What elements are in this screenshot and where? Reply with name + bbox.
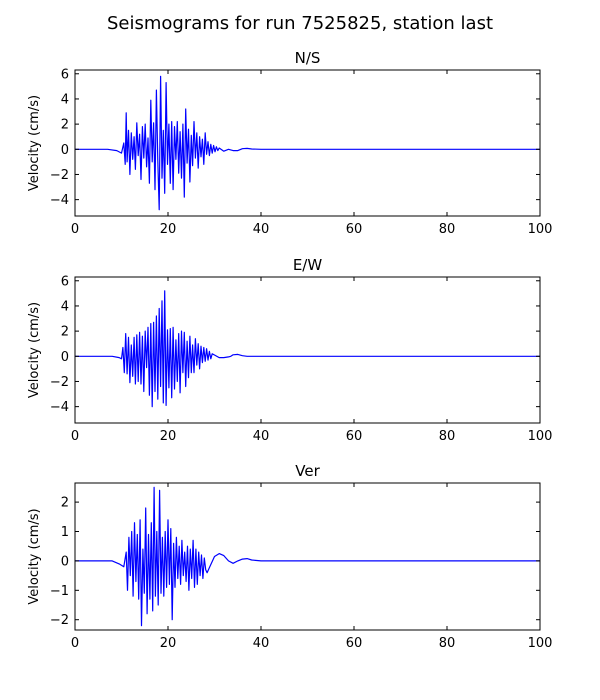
- x-tick-label: 100: [528, 636, 553, 651]
- y-axis-label: Velocity (cm/s): [27, 95, 42, 191]
- x-tick-label: 100: [528, 429, 553, 444]
- y-tick-label: 1: [61, 525, 69, 540]
- x-tick-label: 80: [439, 429, 456, 444]
- x-tick-label: 0: [71, 429, 79, 444]
- y-tick-label: −2: [50, 168, 69, 183]
- y-tick-label: −1: [50, 584, 69, 599]
- x-tick-label: 20: [160, 429, 177, 444]
- x-tick-label: 60: [346, 636, 363, 651]
- x-tick-label: 100: [528, 222, 553, 237]
- x-tick-label: 80: [439, 636, 456, 651]
- x-tick-label: 20: [160, 636, 177, 651]
- panel-2: Ver 0 20 40 60 80 100 −2 −1 0 1 2 Velocity (cm/s): [27, 462, 552, 651]
- panel-0: N/S 0 20 40 60 80 100 −4 −2 0 2 4 6 Velocity (cm/s): [27, 49, 552, 237]
- series-line: [75, 75, 540, 211]
- x-tick-label: 0: [71, 222, 79, 237]
- panel-title: Ver: [295, 462, 320, 480]
- x-tick-label: 40: [253, 429, 270, 444]
- x-tick-label: 40: [253, 222, 270, 237]
- y-tick-label: 2: [61, 325, 69, 340]
- y-tick-label: 4: [61, 299, 69, 314]
- panel-1: E/W 0 20 40 60 80 100 −4 −2 0 2 4 6 Velocity (cm/s): [27, 256, 552, 444]
- y-tick-label: 2: [61, 496, 69, 511]
- x-tick-label: 60: [346, 222, 363, 237]
- y-axis-label: Velocity (cm/s): [27, 302, 42, 398]
- y-tick-label: 6: [61, 274, 69, 289]
- plot-frame: [74, 69, 541, 217]
- series-line: [75, 290, 540, 408]
- y-tick-label: 2: [61, 118, 69, 133]
- x-tick-label: 60: [346, 429, 363, 444]
- plot-frame: [74, 276, 541, 424]
- plot-frame: [74, 482, 541, 631]
- x-tick-label: 40: [253, 636, 270, 651]
- y-tick-label: 0: [61, 554, 69, 569]
- x-tick-label: 20: [160, 222, 177, 237]
- y-tick-label: 0: [61, 143, 69, 158]
- y-tick-label: 4: [61, 92, 69, 107]
- panel-title: E/W: [293, 256, 323, 274]
- panel-title: N/S: [295, 49, 321, 67]
- figure-title: Seismograms for run 7525825, station las…: [107, 13, 493, 34]
- y-tick-label: 6: [61, 67, 69, 82]
- y-tick-label: −2: [50, 375, 69, 390]
- series-line: [75, 486, 540, 627]
- x-tick-label: 80: [439, 222, 456, 237]
- y-tick-label: −2: [50, 613, 69, 628]
- y-tick-label: 0: [61, 350, 69, 365]
- y-tick-label: −4: [50, 193, 69, 208]
- y-tick-label: −4: [50, 400, 69, 415]
- x-tick-label: 0: [71, 636, 79, 651]
- y-axis-label: Velocity (cm/s): [27, 508, 42, 604]
